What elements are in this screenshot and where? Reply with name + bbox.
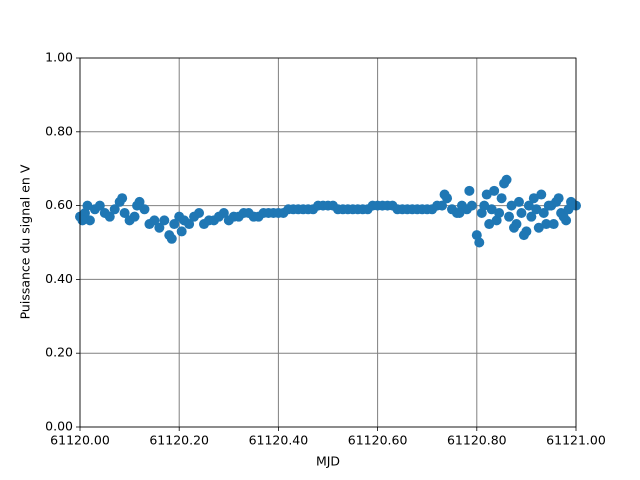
point — [528, 193, 539, 204]
point — [541, 219, 552, 230]
point — [518, 230, 529, 241]
point — [464, 185, 475, 196]
plot-area — [75, 57, 581, 428]
point — [132, 200, 143, 211]
point — [479, 200, 490, 211]
y-tick-label: 1.00 — [45, 50, 73, 65]
point — [117, 193, 128, 204]
x-tick-label: 61120.20 — [149, 433, 209, 448]
y-tick-label: 0.20 — [45, 345, 73, 360]
point — [77, 215, 88, 226]
point — [82, 200, 93, 211]
point — [538, 207, 549, 218]
point — [194, 207, 205, 218]
point — [543, 200, 554, 211]
point — [563, 204, 574, 215]
point — [506, 200, 517, 211]
point — [94, 200, 105, 211]
point — [149, 215, 160, 226]
point — [548, 219, 559, 230]
point — [154, 222, 165, 233]
point — [454, 207, 465, 218]
point — [531, 204, 542, 215]
x-tick-label: 61121.00 — [546, 433, 606, 448]
y-tick-label: 0.40 — [45, 271, 73, 286]
point — [466, 200, 477, 211]
point — [558, 211, 569, 222]
y-tick-label: 0.80 — [45, 123, 73, 138]
point — [139, 204, 150, 215]
point — [474, 237, 485, 248]
point — [489, 185, 500, 196]
x-axis-label: MJD — [316, 454, 340, 469]
point — [159, 215, 170, 226]
point — [513, 196, 524, 207]
point — [533, 222, 544, 233]
point — [504, 211, 515, 222]
point — [166, 233, 177, 244]
point — [496, 193, 507, 204]
point — [129, 211, 140, 222]
point — [439, 189, 450, 200]
x-tick-label: 61120.00 — [50, 433, 110, 448]
point — [553, 193, 564, 204]
point — [484, 219, 495, 230]
point — [184, 219, 195, 230]
point — [109, 204, 120, 215]
y-tick-label: 0.60 — [45, 197, 73, 212]
point — [218, 207, 229, 218]
x-tick-label: 61120.80 — [447, 433, 507, 448]
point — [536, 189, 547, 200]
y-axis-label: Puissance du signal en V — [18, 164, 33, 319]
point — [176, 226, 187, 237]
point — [169, 219, 180, 230]
point — [486, 204, 497, 215]
x-tick-label: 61120.60 — [348, 433, 408, 448]
point — [523, 200, 534, 211]
x-tick-label: 61120.40 — [249, 433, 309, 448]
point — [119, 207, 130, 218]
point — [494, 207, 505, 218]
point — [526, 211, 537, 222]
point — [481, 189, 492, 200]
point — [499, 178, 510, 189]
point — [437, 200, 448, 211]
point — [509, 222, 519, 233]
point — [84, 215, 95, 226]
point — [516, 207, 527, 218]
y-tick-label: 0.00 — [45, 419, 73, 434]
axes-frame — [79, 57, 577, 428]
point — [104, 211, 115, 222]
